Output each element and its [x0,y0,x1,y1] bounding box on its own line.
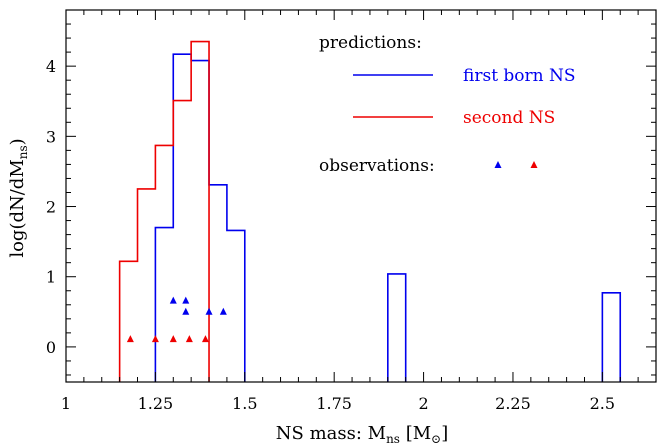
x-axis-label: NS mass: Mns [M⊙] [276,423,448,443]
observation-point-first-born-ns-3 [205,307,213,315]
histogram-first-born-ns-run-2 [601,292,622,382]
observation-point-second-ns-3 [185,335,193,343]
x-tick-label: 1.25 [138,394,174,413]
legend-predictions-title: predictions: [319,33,422,53]
legend-label-first-born-ns: first born NS [463,66,576,86]
x-tick-label: 2.5 [590,394,615,413]
observation-point-second-ns-4 [201,335,209,343]
observation-point-first-born-ns-1 [182,296,190,304]
y-tick-label: 0 [46,338,56,357]
x-tick-label: 2.25 [495,394,531,413]
legend-observation-marker-second-ns [530,161,538,168]
observation-point-second-ns-1 [151,335,159,343]
axes: 1 1.25 1.5 1.75 2 2.25 2.5 0 1 2 3 4 [46,9,657,413]
x-tick-label: 1.5 [232,394,257,413]
y-tick-label: 2 [46,198,56,217]
histogram-second-ns-run-0 [118,40,210,382]
legend-label-second-ns: second NS [463,108,555,128]
x-tick-label: 2 [418,394,428,413]
observation-point-first-born-ns-0 [169,296,177,304]
plot-frame [65,9,657,383]
y-tick-label: 1 [46,268,56,287]
observation-point-second-ns-0 [126,335,134,343]
x-tick-label: 1.75 [316,394,352,413]
histogram-first-born-ns-run-0 [154,53,246,382]
observation-point-second-ns-2 [169,335,177,343]
legend-observations-title: observations: [319,156,435,176]
x-tick-label: 1 [61,394,71,413]
observation-point-first-born-ns-2 [182,307,190,315]
y-axis-label: log(dN/dMns) [7,138,30,257]
y-tick-label: 3 [46,127,56,146]
histogram-first-born-ns-run-1 [387,273,407,382]
legend-observation-marker-first-born-ns [494,161,502,168]
plot-area [118,40,622,382]
observation-point-first-born-ns-4 [219,307,227,315]
y-tick-label: 4 [46,57,56,76]
legend: predictions: first born NS second NS obs… [319,33,576,176]
